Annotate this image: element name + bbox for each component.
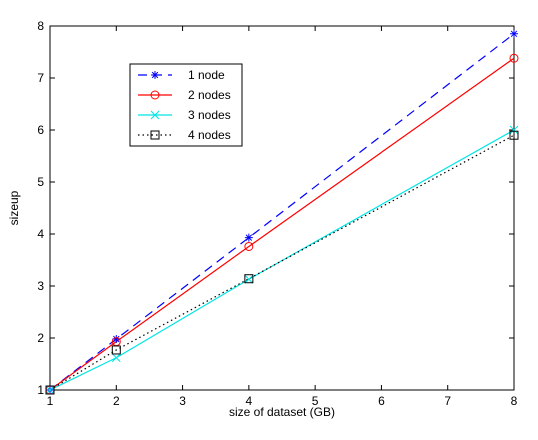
x-tick-label: 7 <box>444 394 451 408</box>
series-4-point <box>45 385 55 395</box>
legend-marker-4 <box>150 130 160 140</box>
legend-label-3: 3 nodes <box>188 108 231 122</box>
y-tick-label: 2 <box>37 331 44 345</box>
legend-marker-3 <box>150 110 160 120</box>
y-tick-label: 6 <box>37 123 44 137</box>
y-axis-label: sizeup <box>7 190 21 225</box>
axis-ticks <box>49 25 515 391</box>
series-2-point <box>509 53 519 63</box>
x-axis-label: size of dataset (GB) <box>229 405 335 419</box>
series-3-point <box>111 353 121 363</box>
series-3-point <box>244 274 254 284</box>
x-tick-label: 6 <box>378 394 385 408</box>
series-4-point <box>244 274 254 284</box>
series-1-point <box>112 335 121 344</box>
axis-tick-labels: 1 2 3 4 5 6 7 8 1 2 3 4 5 6 7 8 <box>37 19 517 408</box>
legend-box <box>129 63 243 147</box>
series-markers <box>45 29 519 395</box>
series-1-point <box>244 233 253 242</box>
legend-label-2: 2 nodes <box>188 88 231 102</box>
legend-label-1: 1 node <box>188 68 225 82</box>
x-tick-label: 1 <box>47 394 54 408</box>
x-tick-label: 3 <box>179 394 186 408</box>
series-4-point <box>111 345 121 355</box>
plot-area <box>49 25 515 391</box>
y-tick-label: 3 <box>37 279 44 293</box>
legend-marker-1 <box>151 71 159 79</box>
series-line-4 <box>49 134 515 391</box>
legend-marker-2 <box>150 90 160 100</box>
y-tick-label: 5 <box>37 175 44 189</box>
x-tick-label: 5 <box>312 394 319 408</box>
y-tick-label: 4 <box>37 227 44 241</box>
series-3-point <box>45 385 55 395</box>
series-line-3 <box>49 129 515 391</box>
y-tick-label: 7 <box>37 71 44 85</box>
legend-label-4: 4 nodes <box>188 128 231 142</box>
legend: 1 node 2 nodes 3 nodes 4 nodes <box>129 63 243 147</box>
series-3-point <box>509 125 519 135</box>
y-tick-label: 8 <box>37 19 44 33</box>
x-tick-label: 8 <box>511 394 518 408</box>
series-lines <box>49 33 515 391</box>
series-line-2 <box>49 57 515 391</box>
series-2-point <box>244 241 254 251</box>
series-1-point <box>510 29 518 38</box>
series-line-1 <box>49 33 515 391</box>
x-tick-label: 4 <box>246 394 253 408</box>
series-4-point <box>509 130 519 140</box>
x-tick-label: 2 <box>113 394 120 408</box>
y-tick-label: 1 <box>37 383 44 397</box>
